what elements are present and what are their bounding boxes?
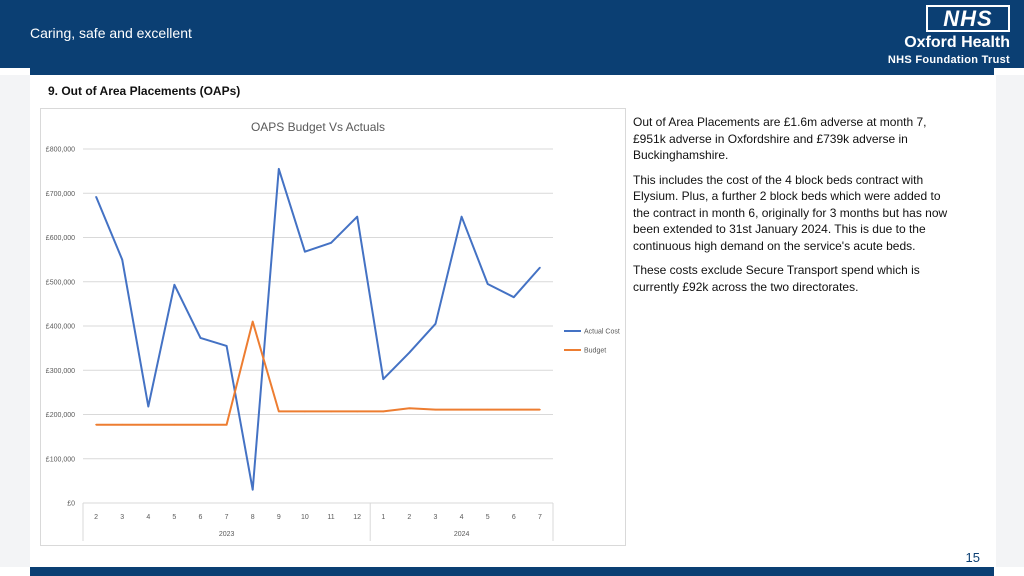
- y-tick-label: £800,000: [46, 147, 75, 154]
- y-tick-label: £600,000: [46, 235, 75, 242]
- y-tick-label: £300,000: [46, 368, 75, 375]
- right-margin: [994, 75, 1024, 567]
- left-margin: [0, 75, 30, 567]
- legend-label: Actual Cost: [584, 329, 620, 336]
- x-group-label: 2024: [454, 531, 470, 538]
- x-tick-label: 9: [277, 514, 281, 521]
- data-point: [199, 337, 202, 339]
- data-point: [486, 408, 489, 411]
- x-tick-label: 10: [301, 514, 309, 521]
- series-line-budget: [96, 320, 540, 426]
- data-point: [408, 407, 411, 410]
- data-point: [304, 410, 306, 413]
- data-point: [121, 423, 123, 426]
- commentary: Out of Area Placements are £1.6m adverse…: [633, 114, 948, 303]
- x-tick-label: 1: [381, 514, 385, 521]
- commentary-paragraph-1: Out of Area Placements are £1.6m adverse…: [633, 115, 927, 162]
- chart-frame: OAPS Budget Vs Actuals £0 £100,000 £200,000…: [40, 108, 626, 546]
- data-point: [147, 423, 150, 426]
- x-tick-label: 5: [486, 514, 490, 521]
- data-point: [330, 410, 332, 413]
- data-point: [460, 215, 463, 218]
- data-point: [173, 284, 176, 286]
- data-point: [356, 215, 358, 218]
- data-point: [225, 423, 228, 426]
- org-name: Oxford Health: [904, 34, 1010, 51]
- x-tick-label: 4: [146, 514, 150, 521]
- oaps-chart: OAPS Budget Vs Actuals £0 £100,000 £200,000…: [46, 120, 620, 541]
- footer-bar: [30, 567, 994, 576]
- x-tick-label: 2: [94, 514, 98, 521]
- x-tick-label: 7: [538, 514, 542, 521]
- data-point: [434, 322, 437, 325]
- x-tick-label: 4: [460, 514, 464, 521]
- data-point: [382, 410, 385, 413]
- data-point: [513, 296, 515, 299]
- x-tick-label: 3: [120, 514, 124, 521]
- data-point: [251, 320, 254, 323]
- data-point: [95, 195, 97, 198]
- data-point: [278, 410, 280, 413]
- chart-title: OAPS Budget Vs Actuals: [251, 120, 385, 134]
- data-point: [121, 258, 123, 261]
- header-bar: [0, 0, 1024, 68]
- data-point: [539, 266, 541, 269]
- data-point: [539, 408, 541, 411]
- y-tick-label: £700,000: [46, 191, 75, 198]
- commentary-paragraph-3: These costs exclude Secure Transport spe…: [633, 263, 920, 294]
- x-tick-label: 6: [199, 514, 203, 521]
- data-point: [199, 423, 202, 426]
- x-tick-label: 6: [512, 514, 516, 521]
- org-subtitle: NHS Foundation Trust: [887, 54, 1010, 66]
- x-tick-label: 8: [251, 514, 255, 521]
- data-point: [434, 408, 437, 411]
- x-group-label: 2023: [219, 531, 235, 538]
- data-point: [304, 250, 306, 253]
- data-point: [278, 168, 280, 170]
- y-tick-label: £400,000: [46, 324, 75, 331]
- series-line-actual-cost: [95, 167, 541, 491]
- legend-label: Budget: [584, 348, 606, 355]
- nhs-logo-text: NHS: [943, 6, 993, 31]
- data-point: [460, 408, 463, 411]
- data-point: [330, 242, 332, 244]
- data-point: [173, 423, 176, 426]
- data-point: [147, 405, 150, 408]
- commentary-paragraph-2: This includes the cost of the 4 block be…: [633, 172, 948, 253]
- data-point: [356, 410, 358, 413]
- x-tick-label: 11: [327, 514, 334, 521]
- tagline: Caring, safe and excellent: [30, 25, 192, 41]
- y-tick-label: £200,000: [46, 412, 75, 419]
- x-tick-label: 7: [225, 514, 229, 521]
- x-tick-label: 5: [172, 514, 176, 521]
- section-title: 9. Out of Area Placements (OAPs): [48, 84, 241, 98]
- data-point: [382, 378, 385, 380]
- data-point: [513, 408, 515, 411]
- x-tick-label: 12: [353, 514, 361, 521]
- nhs-logo: NHS: [926, 5, 1010, 32]
- x-tick-label: 3: [434, 514, 438, 521]
- x-tick-label: 2: [407, 514, 411, 521]
- y-tick-label: £100,000: [46, 456, 75, 463]
- header-strip: [30, 68, 994, 75]
- data-point: [486, 283, 489, 285]
- page-number: 15: [965, 550, 980, 565]
- data-point: [408, 351, 411, 354]
- y-tick-label: £500,000: [46, 279, 75, 286]
- data-point: [251, 488, 254, 491]
- data-point: [95, 423, 97, 426]
- y-tick-label: £0: [67, 501, 75, 508]
- data-point: [225, 345, 228, 347]
